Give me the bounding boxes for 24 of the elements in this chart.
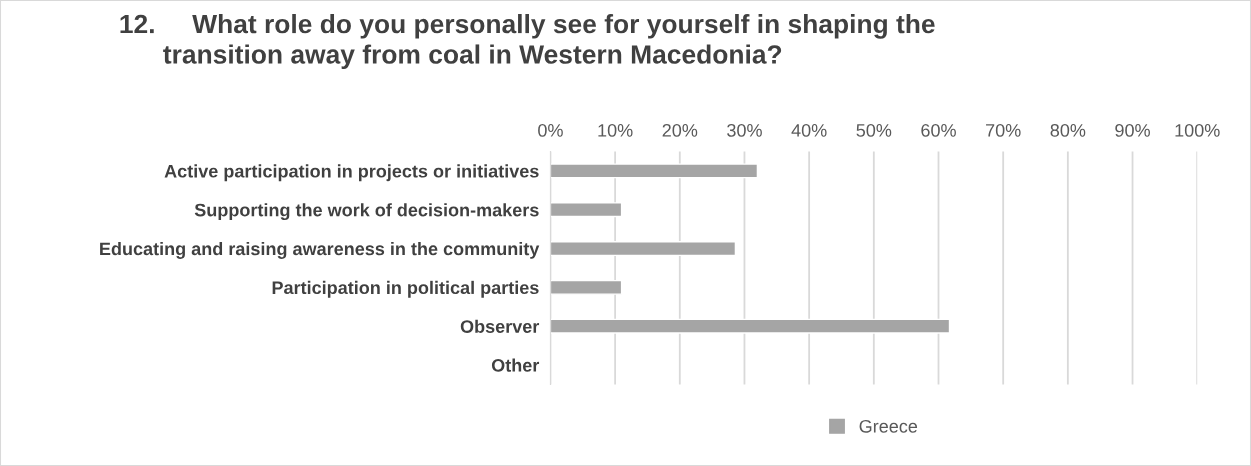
bar [550, 279, 623, 295]
y-tick-label: Supporting the work of decision-makers [194, 203, 539, 221]
legend-label: Greece [859, 419, 918, 433]
y-tick-label: Active participation in projects or initiatives [164, 164, 539, 182]
y-tick-label: Observer [460, 319, 540, 333]
x-tick-label: 80% [1050, 123, 1086, 137]
x-tick-label: 60% [921, 123, 956, 137]
chart-title: 12. What role do you personally see for yourself in shaping the transition away from coal in Western Macedonia? [120, 13, 935, 70]
bar [550, 318, 951, 334]
y-tick-label: Participation in political parties [272, 280, 539, 298]
x-tick-label: 10% [598, 123, 633, 137]
y-tick-label: Other [491, 358, 540, 372]
y-tick-label: Educating and raising awareness in the community [100, 241, 540, 259]
bar [550, 241, 737, 257]
x-tick-label: 0% [538, 123, 563, 137]
x-tick-label: 40% [791, 123, 827, 137]
x-tick-label: 100% [1175, 123, 1220, 137]
bar [550, 163, 759, 179]
x-tick-label: 70% [986, 123, 1021, 137]
x-tick-label: 30% [727, 123, 762, 137]
x-tick-label: 90% [1115, 123, 1150, 137]
bar [550, 202, 623, 218]
x-tick-label: 20% [662, 123, 698, 137]
x-tick-label: 50% [856, 123, 892, 137]
